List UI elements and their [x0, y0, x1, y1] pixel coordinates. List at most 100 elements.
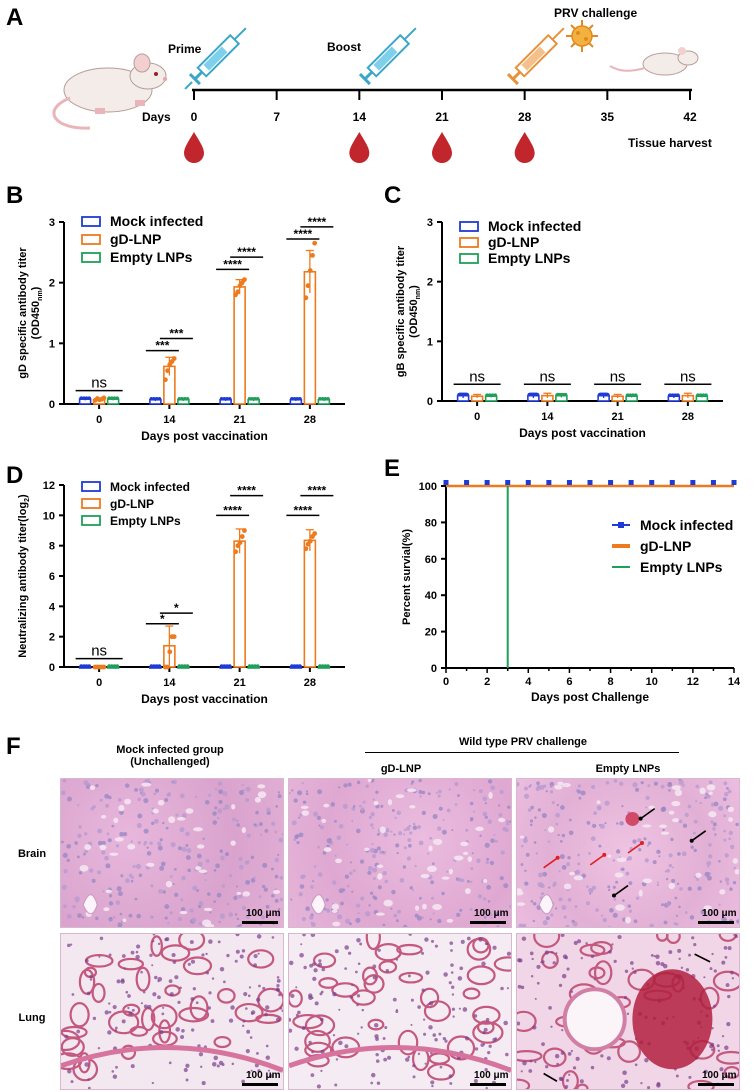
- timeline-day-label: 7: [273, 110, 280, 124]
- tissue-cell: [724, 955, 728, 959]
- tissue-cell: [661, 903, 665, 907]
- alveolus: [687, 1079, 715, 1089]
- tissue-cell: [460, 878, 465, 883]
- tissue-cell: [460, 939, 465, 944]
- tissue-cell: [693, 942, 697, 947]
- tissue-cell: [243, 991, 248, 997]
- tissue-cell: [563, 915, 567, 919]
- tissue-cell: [77, 913, 82, 918]
- tissue-cell: [137, 797, 141, 802]
- tissue-cell: [187, 962, 191, 966]
- tissue-cell: [489, 913, 493, 917]
- alveolus: [178, 934, 206, 951]
- tissue-cell: [493, 833, 496, 836]
- tissue-cell: [305, 906, 310, 912]
- data-point: [318, 396, 322, 401]
- tissue-cell: [664, 870, 667, 873]
- tissue-cell: [705, 793, 709, 798]
- tissue-cell: [451, 1007, 456, 1011]
- y-tick-label: 0: [427, 396, 433, 408]
- alveolus: [304, 1014, 336, 1037]
- tissue-cell: [157, 942, 161, 946]
- tissue-cell: [482, 796, 488, 802]
- tissue-cell: [298, 816, 301, 819]
- tissue-cell: [703, 976, 706, 979]
- tissue-cell: [632, 782, 638, 788]
- lesion-arrow: [613, 884, 629, 897]
- data-point: [292, 396, 297, 401]
- tissue-cell: [310, 921, 313, 924]
- tissue-cell: [707, 865, 710, 868]
- tissue-cell: [558, 983, 563, 988]
- tissue-cell: [157, 841, 162, 846]
- data-point: [255, 664, 260, 668]
- tissue-cell: [277, 853, 280, 856]
- tissue-space: [708, 791, 713, 795]
- data-point: [460, 392, 464, 397]
- tissue-cell: [61, 790, 66, 796]
- tissue-cell: [200, 1065, 203, 1068]
- lesion-arrow-head: [612, 893, 616, 898]
- tissue-cell: [259, 833, 262, 836]
- tissue-space: [127, 844, 136, 850]
- bar: [233, 286, 246, 405]
- tissue-space: [99, 844, 107, 851]
- legend-label: Mock infected: [110, 213, 203, 229]
- tissue-cell: [352, 804, 356, 808]
- tissue-cell: [201, 953, 205, 957]
- tissue-cell: [213, 869, 217, 872]
- tissue-cell: [370, 891, 374, 895]
- data-point: [219, 664, 224, 668]
- tissue-cell: [319, 992, 323, 996]
- tissue-cell: [384, 1026, 388, 1030]
- tissue-cell: [689, 915, 695, 920]
- tissue-cell: [117, 891, 123, 897]
- tissue-cell: [135, 954, 140, 960]
- tissue-cell: [191, 917, 197, 923]
- x-axis-label: Days post vaccination: [519, 426, 646, 440]
- tissue-cell: [418, 789, 423, 794]
- tissue-cell: [450, 963, 454, 967]
- alveolus: [234, 1002, 264, 1023]
- tissue-cell: [577, 789, 582, 794]
- tissue-cell: [383, 832, 389, 838]
- tissue-cell: [154, 975, 158, 980]
- tissue-cell: [370, 823, 374, 827]
- alveolus: [91, 982, 106, 1003]
- timeline-day-label: 0: [190, 110, 198, 124]
- row-label-brain: Brain: [17, 848, 47, 860]
- tissue-cell: [412, 1075, 416, 1079]
- tissue-cell: [317, 845, 321, 849]
- tissue-cell: [308, 1040, 312, 1045]
- tissue-cell: [189, 940, 194, 945]
- x-tick-label: 28: [304, 677, 316, 689]
- tissue-cell: [438, 806, 443, 811]
- tissue-space: [254, 796, 262, 803]
- legend-label: Empty LNPs: [488, 250, 571, 266]
- tissue-cell: [484, 842, 490, 848]
- tissue-cell: [217, 781, 223, 786]
- tissue-cell: [377, 948, 381, 952]
- tissue-space: [168, 816, 176, 824]
- tissue-cell: [357, 1032, 360, 1035]
- data-point: [154, 396, 159, 401]
- tissue-cell: [726, 786, 729, 790]
- tissue-cell: [498, 804, 501, 807]
- tissue-cell: [684, 911, 688, 914]
- histology-texture: [61, 779, 283, 927]
- tissue-cell: [658, 855, 661, 858]
- significance-label: ****: [294, 503, 313, 517]
- tissue-cell: [536, 784, 541, 788]
- challenge-label: PRV challenge: [554, 6, 638, 20]
- tissue-cell: [668, 863, 673, 868]
- tissue-space: [332, 921, 341, 927]
- data-point: [628, 393, 633, 398]
- tissue-cell: [355, 917, 361, 923]
- tissue-cell: [667, 782, 673, 788]
- tissue-cell: [226, 902, 230, 906]
- tissue-cell: [265, 1044, 269, 1048]
- tissue-cell: [177, 846, 182, 851]
- tissue-cell: [63, 904, 67, 909]
- tissue-cell: [678, 819, 683, 824]
